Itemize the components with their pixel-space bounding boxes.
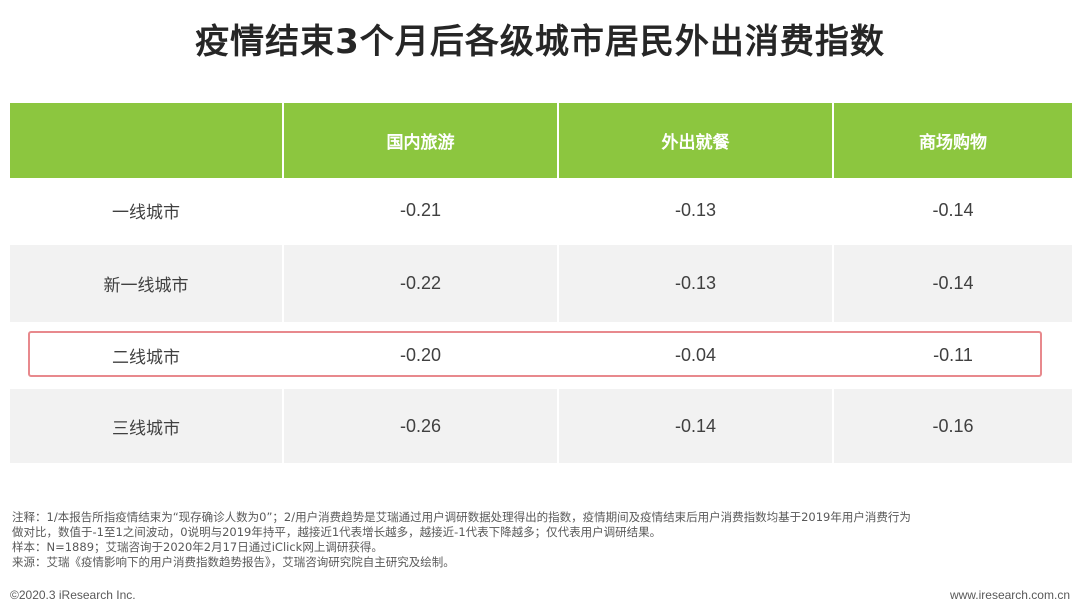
table-cell: -0.14 xyxy=(557,387,832,463)
data-table: 国内旅游 外出就餐 商场购物 一线城市 -0.21 -0.13 -0.14 新一… xyxy=(10,103,1072,463)
table-cell: -0.14 xyxy=(832,243,1072,322)
table-row: 二线城市 -0.20 -0.04 -0.11 xyxy=(10,322,1072,387)
website-link: www.iresearch.com.cn xyxy=(949,588,1070,602)
table-row: 一线城市 -0.21 -0.13 -0.14 xyxy=(10,178,1072,243)
footnotes: 注释：1/本报告所指疫情结束为“现存确诊人数为0”；2/用户消费趋势是艾瑞通过用… xyxy=(12,510,1072,570)
table-cell: -0.13 xyxy=(557,178,832,243)
table-cell: -0.16 xyxy=(832,387,1072,463)
note-line: 做对比，数值于-1至1之间波动，0说明与2019年持平，越接近1代表增长越多，越… xyxy=(12,525,662,539)
header-cell-domestic-travel: 国内旅游 xyxy=(282,103,557,178)
table-cell: -0.21 xyxy=(282,178,557,243)
row-label: 二线城市 xyxy=(10,322,282,387)
header-cell-mall-shopping: 商场购物 xyxy=(832,103,1072,178)
table-cell: -0.11 xyxy=(832,322,1072,387)
note-sample: 样本：N=1889；艾瑞咨询于2020年2月17日通过iClick网上调研获得。 xyxy=(12,540,383,554)
note-source: 来源：艾瑞《疫情影响下的用户消费指数趋势报告》，艾瑞咨询研究院自主研究及绘制。 xyxy=(12,555,455,569)
table-row: 三线城市 -0.26 -0.14 -0.16 xyxy=(10,387,1072,463)
table-cell: -0.14 xyxy=(832,178,1072,243)
chart-title: 疫情结束3个月后各级城市居民外出消费指数 xyxy=(195,22,885,62)
table-cell: -0.22 xyxy=(282,243,557,322)
table-cell: -0.13 xyxy=(557,243,832,322)
header-cell-dining-out: 外出就餐 xyxy=(557,103,832,178)
row-label: 新一线城市 xyxy=(10,243,282,322)
table-cell: -0.04 xyxy=(557,322,832,387)
row-label: 一线城市 xyxy=(10,178,282,243)
table-row: 新一线城市 -0.22 -0.13 -0.14 xyxy=(10,243,1072,322)
header-cell-empty xyxy=(10,103,282,178)
table-cell: -0.20 xyxy=(282,322,557,387)
row-label: 三线城市 xyxy=(10,387,282,463)
table-cell: -0.26 xyxy=(282,387,557,463)
copyright: ©2020.3 iResearch Inc. xyxy=(10,588,136,602)
note-line: 注释：1/本报告所指疫情结束为“现存确诊人数为0”；2/用户消费趋势是艾瑞通过用… xyxy=(12,510,911,524)
table-header-row: 国内旅游 外出就餐 商场购物 xyxy=(10,103,1072,178)
